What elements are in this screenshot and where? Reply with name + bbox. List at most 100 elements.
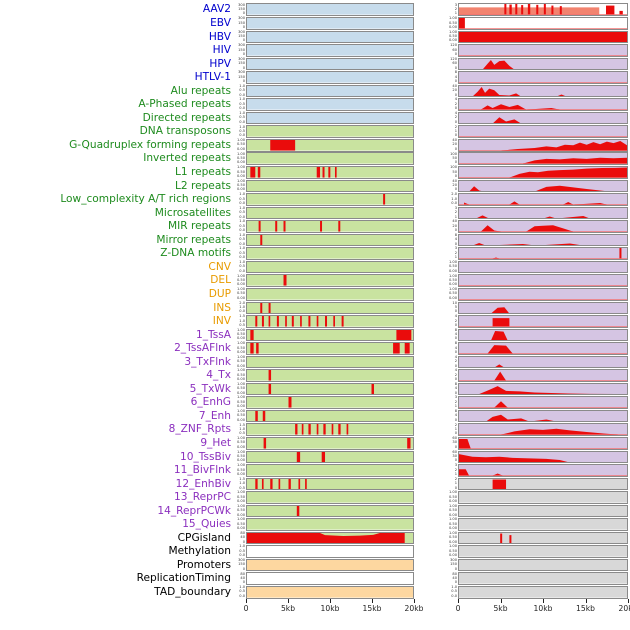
panel-background <box>459 410 627 422</box>
y-axis-tick-labels: 1.5 1.0 0.5 <box>239 314 245 327</box>
column-gap <box>414 36 448 37</box>
panel-background <box>247 99 413 110</box>
column-gap <box>414 280 448 281</box>
panel-background <box>247 139 413 151</box>
y-axis-tick-labels: 1.00 0.50 0.00 <box>236 287 245 300</box>
track-label-ebv: EBV <box>210 17 231 30</box>
panel-background <box>459 153 627 165</box>
column-gap <box>414 389 448 390</box>
track-panel-right-5-txwk <box>458 382 628 396</box>
signal-area <box>522 158 627 165</box>
signal-bar <box>275 221 278 232</box>
y-axis-tick-labels: 1.00 0.50 0.00 <box>236 327 245 341</box>
track-panel-left-directed-repeats <box>246 111 414 125</box>
track-panel-right-z-dna-motifs <box>458 247 628 260</box>
track-panel-right-dna-transposons <box>458 125 628 138</box>
track-row-ebv: EBV 300 150 0 1.00 0.50 0.00 <box>0 17 630 31</box>
signal-area <box>501 140 627 151</box>
y-axis-tick-labels: 80 40 0 <box>240 571 245 585</box>
y-axis-tick-labels: 1.0 0.5 0.0 <box>239 259 245 273</box>
track-label-1-tssa: 1_TssA <box>195 328 231 341</box>
panel-background <box>247 546 413 557</box>
y-axis-tick-labels: 300 150 0 <box>238 70 245 84</box>
track-row-hiv: HIV 300 150 0 120 60 0 <box>0 44 630 58</box>
track-panel-right-mir-repeats <box>458 220 628 233</box>
column-gap <box>414 538 448 539</box>
signal-bar <box>346 424 349 436</box>
track-row-10-tssbiv: 10_TssBiv 1.00 0.50 0.00 60 30 0 <box>0 450 630 464</box>
y-axis-tick-labels: 1.00 0.50 0.00 <box>236 490 245 504</box>
track-panel-right-hbv <box>458 30 628 44</box>
track-label-14-reprpcwk: 14_ReprPCWk <box>157 504 231 517</box>
y-axis-tick-labels: 1.00 0.50 0.00 <box>448 490 457 504</box>
column-gap <box>414 375 448 376</box>
track-label-11-bivflnk: 11_BivFlnk <box>173 464 231 477</box>
track-row-13-reprpc: 13_ReprPC 1.00 0.50 0.00 1.00 0.50 0.00 <box>0 491 630 505</box>
signal-bar <box>407 437 411 449</box>
track-panel-left-tad-boundary <box>246 585 414 599</box>
panel-background <box>459 248 627 259</box>
track-panel-left-z-dna-motifs <box>246 247 414 260</box>
track-panel-right-methylation <box>458 545 628 558</box>
track-label-6-enhg: 6_EnhG <box>190 396 231 409</box>
x-axis-right: 0 5kb 10kb 15kb 20kb <box>456 599 630 623</box>
track-panel-right-tad-boundary <box>458 585 628 599</box>
track-panel-right-directed-repeats <box>458 111 628 125</box>
signal-bar <box>536 5 539 16</box>
column-gap <box>414 511 448 512</box>
track-panel-right-12-enhbiv <box>458 477 628 491</box>
panel-background <box>459 58 627 70</box>
signal-bar <box>296 505 300 517</box>
y-axis-tick-labels: 1.0 0.5 0.0 <box>239 83 245 97</box>
track-label-methylation: Methylation <box>168 545 231 558</box>
track-panel-left-inverted-repeats <box>246 152 414 166</box>
panel-background <box>459 139 627 151</box>
track-panel-right-1-tssa <box>458 328 628 342</box>
track-panel-right-cnv <box>458 260 628 274</box>
panel-background <box>459 573 627 585</box>
track-row-11-bivflnk: 11_BivFlnk 1.00 0.50 0.00 3 2 1 <box>0 464 630 478</box>
column-gap <box>414 104 448 105</box>
panel-background <box>247 18 413 29</box>
signal-bar <box>268 383 272 395</box>
y-axis-tick-labels: 10 5 0 <box>452 300 457 314</box>
signal-bar <box>331 424 334 436</box>
column-gap <box>414 348 448 349</box>
signal-area <box>247 532 405 544</box>
track-row-dup: DUP 1.00 0.50 0.00 1.00 0.50 0.00 <box>0 287 630 301</box>
track-panel-right-14-reprpcwk <box>458 504 628 518</box>
column-gap <box>414 131 448 132</box>
signal-bar <box>504 4 507 16</box>
x-axis-tick-label: 20kb <box>618 604 630 614</box>
signal-bar <box>270 478 273 490</box>
track-panel-left-promoters <box>246 558 414 572</box>
track-panel-right-aav2 <box>458 3 628 17</box>
panel-background <box>459 451 627 463</box>
column-gap <box>414 91 448 92</box>
signal-bar <box>256 343 259 354</box>
panel-background <box>247 275 413 286</box>
track-panel-right-del <box>458 274 628 287</box>
y-axis-tick-labels: 40 20 0 <box>452 178 457 192</box>
panel-background <box>459 546 627 557</box>
track-row-inv: INV 1.5 1.0 0.5 4 2 0 <box>0 315 630 329</box>
track-row-g-quadruplex-forming-repeats: G-Quadruplex forming repeats 1.00 0.50 0.00… <box>0 138 630 152</box>
signal-bar <box>301 424 304 436</box>
track-row-mirror-repeats: Mirror repeats 1.0 0.5 0.0 8 4 0 <box>0 233 630 247</box>
track-row-hbv: HBV 300 150 0 1.00 0.50 0.00 <box>0 30 630 44</box>
column-gap <box>414 9 448 10</box>
track-label-tad-boundary: TAD_boundary <box>154 585 231 598</box>
track-panel-right-dup <box>458 287 628 301</box>
track-label-hbv: HBV <box>208 30 231 43</box>
track-label-mir-repeats: MIR repeats <box>167 220 231 233</box>
signal-area <box>501 429 619 436</box>
track-row-15-quies: 15_Quies 1.00 0.50 0.00 1.00 0.50 0.00 <box>0 518 630 532</box>
track-row-14-reprpcwk: 14_ReprPCWk 1.00 0.50 0.00 1.00 0.50 0.00 <box>0 504 630 518</box>
track-panel-left-15-quies <box>246 518 414 531</box>
track-panel-left-l1-repeats <box>246 166 414 179</box>
track-panel-right-mirror-repeats <box>458 233 628 247</box>
track-panel-left-a-phased-repeats <box>246 98 414 111</box>
